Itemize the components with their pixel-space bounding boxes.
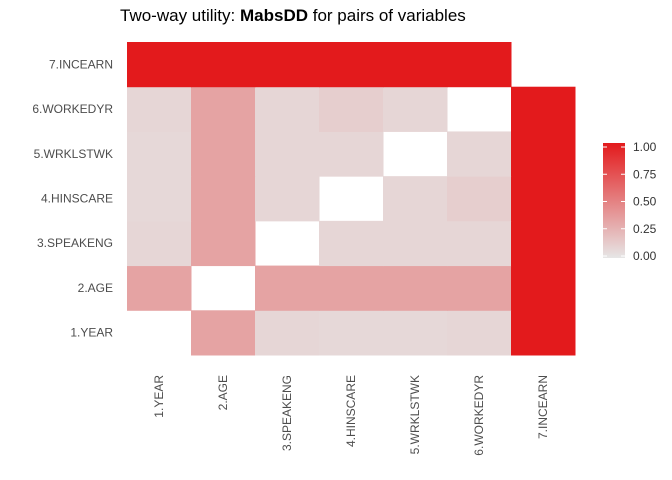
heatmap-cell [319, 131, 384, 177]
heatmap-cell [255, 265, 320, 311]
y-tick-label: 6.WORKEDYR [32, 102, 113, 116]
heatmap-cell [511, 86, 576, 132]
y-tick-label: 1.YEAR [70, 326, 113, 340]
heatmap-cell [383, 86, 448, 132]
x-tick-label: 1.YEAR [152, 375, 166, 418]
heatmap-cell [255, 176, 320, 222]
heatmap-cell [511, 265, 576, 311]
heatmap-cell [511, 310, 576, 356]
heatmap-cell [511, 176, 576, 222]
x-tick-label: 2.AGE [216, 375, 230, 410]
heatmap-cell [191, 131, 256, 177]
heatmap-cell [127, 220, 192, 267]
heatmap-cell [191, 86, 256, 132]
title-suffix: for pairs of variables [308, 6, 466, 25]
legend-tick-label: 0.75 [633, 167, 657, 181]
heatmap-cell [127, 265, 192, 311]
heatmap-cell [447, 220, 512, 267]
heatmap-cell [511, 220, 576, 267]
heatmap-cell [191, 220, 256, 267]
heatmap-cell [191, 176, 256, 222]
heatmap-cell [127, 86, 192, 132]
title-prefix: Two-way utility: [120, 6, 240, 25]
heatmap-cell [383, 176, 448, 222]
heatmap-cell [255, 131, 320, 177]
heatmap-cell [255, 310, 320, 356]
heatmap-cell [447, 42, 512, 88]
chart-title: Two-way utility: MabsDD for pairs of var… [120, 6, 466, 26]
x-tick-label: 3.SPEAKENG [280, 375, 294, 451]
legend-colorbar [603, 143, 625, 258]
heatmap-cell [255, 86, 320, 132]
legend-tick-label: 0.50 [633, 195, 657, 209]
heatmap-cells [127, 42, 576, 356]
heatmap-cell [319, 310, 384, 356]
y-tick-label: 2.AGE [78, 281, 113, 295]
heatmap-cell [319, 220, 384, 267]
heatmap-cell [127, 131, 192, 177]
heatmap-cell [383, 42, 448, 88]
heatmap-cell [127, 42, 192, 88]
legend-tick-label: 1.00 [633, 140, 657, 154]
heatmap-cell [319, 265, 384, 311]
heatmap-cell [255, 42, 320, 88]
heatmap-cell [127, 176, 192, 222]
heatmap-cell [447, 310, 512, 356]
x-tick-label: 5.WRKLSTWK [408, 375, 422, 454]
heatmap-cell [383, 310, 448, 356]
y-tick-label: 7.INCEARN [49, 57, 113, 71]
legend-tick-label: 0.25 [633, 222, 657, 236]
color-legend: 0.00 0.25 0.50 0.75 1.00 [603, 140, 657, 263]
heatmap-cell [447, 131, 512, 177]
y-tick-label: 4.HINSCARE [41, 192, 113, 206]
x-tick-label: 7.INCEARN [536, 375, 550, 439]
x-tick-label: 4.HINSCARE [344, 375, 358, 447]
y-axis-ticks: 1.YEAR 2.AGE 3.SPEAKENG 4.HINSCARE 5.WRKLSTW… [32, 57, 113, 339]
heatmap-cell [511, 131, 576, 177]
heatmap-cell [383, 220, 448, 267]
heatmap-cell [447, 265, 512, 311]
title-bold: MabsDD [239, 6, 308, 25]
heatmap-cell [191, 42, 256, 88]
heatmap-cell [191, 310, 256, 356]
heatmap-cell [383, 265, 448, 311]
y-tick-label: 5.WRKLSTWK [34, 147, 113, 161]
y-tick-label: 3.SPEAKENG [37, 236, 113, 250]
heatmap-cell [319, 86, 384, 132]
heatmap-cell [447, 176, 512, 222]
legend-tick-label: 0.00 [633, 249, 657, 263]
x-axis-ticks: 1.YEAR 2.AGE 3.SPEAKENG 4.HINSCARE 5.WRKLSTW… [152, 375, 550, 456]
heatmap-cell [319, 42, 384, 88]
x-tick-label: 6.WORKEDYR [472, 375, 486, 456]
